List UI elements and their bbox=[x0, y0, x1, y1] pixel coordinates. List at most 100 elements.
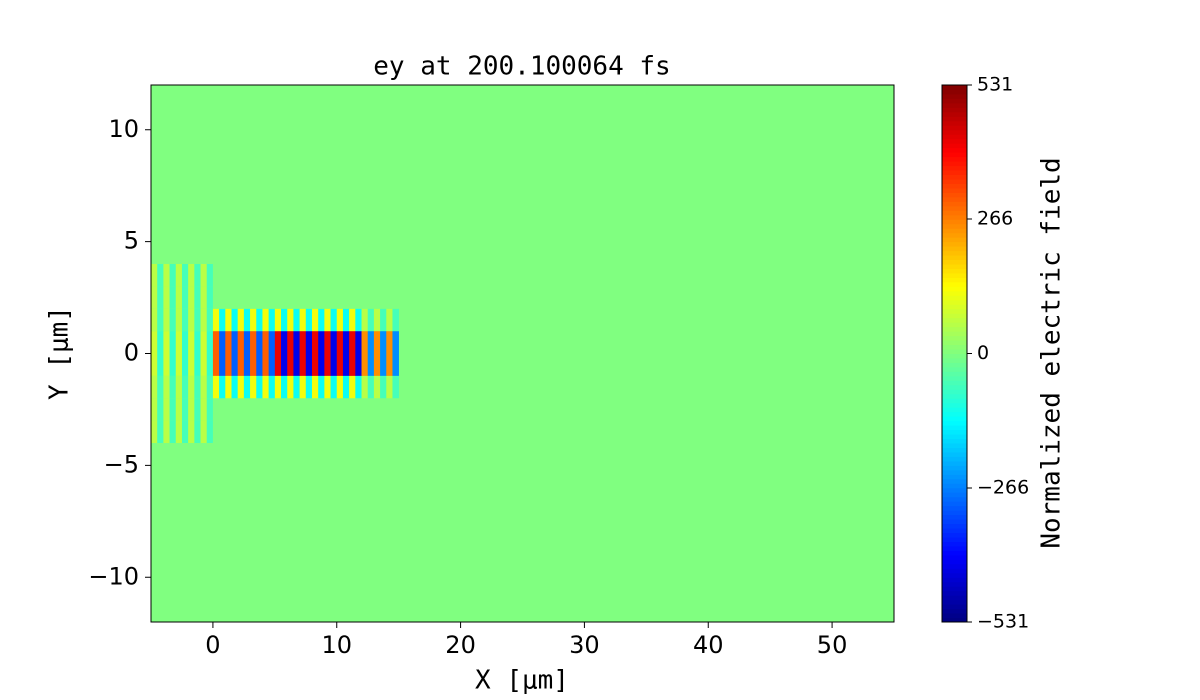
colorbar-band bbox=[942, 129, 967, 135]
heat-cell bbox=[219, 420, 226, 443]
heat-cell bbox=[188, 398, 195, 421]
colorbar-band bbox=[942, 344, 967, 350]
colorbar-band bbox=[942, 156, 967, 162]
heat-cell bbox=[163, 331, 170, 354]
heat-cell bbox=[380, 308, 387, 332]
heat-cell bbox=[243, 331, 251, 354]
heat-cell bbox=[342, 420, 350, 443]
heat-cell bbox=[231, 308, 238, 332]
colorbar-band bbox=[942, 545, 967, 551]
colorbar-band bbox=[942, 290, 967, 296]
heat-cell bbox=[237, 375, 245, 399]
heat-cell bbox=[318, 420, 325, 443]
heat-cell bbox=[299, 353, 307, 376]
colorbar-band bbox=[942, 411, 967, 417]
heat-cell bbox=[274, 286, 282, 309]
heat-cell bbox=[336, 264, 344, 287]
heat-cell bbox=[151, 331, 158, 354]
heat-cell bbox=[237, 353, 245, 376]
heat-cell bbox=[342, 308, 350, 332]
heat-cell bbox=[361, 264, 369, 287]
heat-cell bbox=[151, 286, 158, 309]
heat-cell bbox=[361, 331, 369, 354]
heat-cell bbox=[262, 420, 269, 443]
heat-cell bbox=[194, 375, 201, 399]
heat-cell bbox=[206, 286, 214, 309]
y-tick-label: 5 bbox=[124, 227, 139, 255]
x-tick-label: 30 bbox=[569, 631, 600, 659]
heat-cell bbox=[355, 398, 362, 421]
heat-cell bbox=[305, 375, 313, 399]
heat-cell bbox=[206, 398, 214, 421]
colorbar-label: Normalized electric field bbox=[1037, 157, 1067, 548]
heat-cell bbox=[305, 286, 313, 309]
colorbar-band bbox=[942, 120, 967, 126]
heat-cell bbox=[330, 264, 338, 287]
colorbar-band bbox=[942, 152, 967, 158]
heat-cell bbox=[194, 398, 201, 421]
colorbar-tick-label: 266 bbox=[977, 207, 1013, 229]
heat-cell bbox=[268, 286, 276, 309]
heat-cell bbox=[219, 375, 226, 399]
heat-cell bbox=[243, 308, 251, 332]
heat-cell bbox=[299, 264, 307, 287]
heat-cell bbox=[287, 264, 294, 287]
heat-cell bbox=[243, 420, 251, 443]
heat-cell bbox=[188, 353, 195, 376]
heat-cell bbox=[299, 331, 307, 354]
colorbar-band bbox=[942, 590, 967, 596]
heat-cell bbox=[281, 375, 288, 399]
heat-cell bbox=[349, 353, 356, 376]
heat-cell bbox=[281, 353, 288, 376]
heat-cell bbox=[212, 398, 220, 421]
heat-cell bbox=[311, 398, 319, 421]
heat-cell bbox=[287, 331, 294, 354]
colorbar-band bbox=[942, 102, 967, 108]
heat-cell bbox=[367, 264, 375, 287]
heat-cell bbox=[324, 420, 331, 443]
heat-cell bbox=[219, 331, 226, 354]
heat-cell bbox=[194, 286, 201, 309]
heat-cell bbox=[355, 353, 362, 376]
heat-cell bbox=[380, 286, 387, 309]
heat-cell bbox=[311, 286, 319, 309]
heat-cell bbox=[231, 286, 238, 309]
heat-cell bbox=[268, 308, 276, 332]
heat-cell bbox=[243, 375, 251, 399]
heat-cell bbox=[181, 331, 189, 354]
heat-cell bbox=[355, 286, 362, 309]
x-tick-label: 10 bbox=[321, 631, 352, 659]
heat-cell bbox=[163, 308, 170, 332]
colorbar-band bbox=[942, 362, 967, 368]
heat-cell bbox=[206, 308, 214, 332]
heat-cell bbox=[181, 308, 189, 332]
heat-cell bbox=[274, 331, 282, 354]
colorbar-band bbox=[942, 93, 967, 99]
heat-cell bbox=[349, 264, 356, 287]
heat-cell bbox=[392, 331, 399, 354]
heat-cell bbox=[336, 331, 344, 354]
colorbar-band bbox=[942, 604, 967, 610]
colorbar-band bbox=[942, 299, 967, 305]
heat-cell bbox=[355, 331, 362, 354]
heat-cell bbox=[256, 375, 263, 399]
heat-cell bbox=[367, 308, 375, 332]
colorbar-band bbox=[942, 317, 967, 323]
colorbar-band bbox=[942, 496, 967, 502]
colorbar-band bbox=[942, 460, 967, 466]
heat-cell bbox=[299, 375, 307, 399]
heat-cell bbox=[157, 308, 164, 332]
colorbar-band bbox=[942, 416, 967, 422]
heat-cell bbox=[281, 398, 288, 421]
colorbar-band bbox=[942, 219, 967, 225]
colorbar-band bbox=[942, 331, 967, 337]
heat-cell bbox=[299, 420, 307, 443]
heat-cell bbox=[169, 398, 177, 421]
heat-cell bbox=[219, 286, 226, 309]
colorbar-band bbox=[942, 107, 967, 113]
colorbar-band bbox=[942, 563, 967, 569]
colorbar-band bbox=[942, 554, 967, 560]
colorbar-band bbox=[942, 586, 967, 592]
heat-cell bbox=[231, 420, 238, 443]
heat-cell bbox=[380, 264, 387, 287]
